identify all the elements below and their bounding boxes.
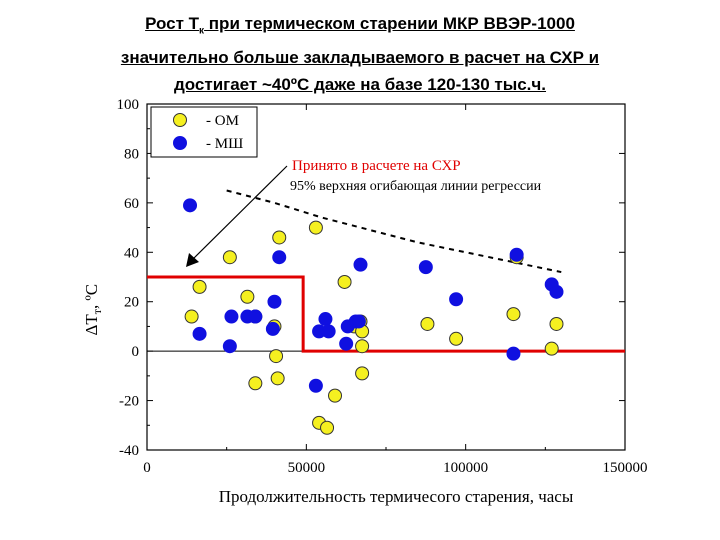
msh-point <box>224 309 239 324</box>
limit-line <box>147 275 625 353</box>
msh-point <box>222 339 237 354</box>
msh-point <box>353 257 368 272</box>
msh-point <box>506 346 521 361</box>
msh-point <box>509 247 524 262</box>
title-line-1-prefix: Рост Т <box>145 14 200 33</box>
y-tick-label: 80 <box>124 146 139 162</box>
y-axis-title-main: ΔT <box>82 314 101 336</box>
msh-point <box>549 284 564 299</box>
x-axis-title: Продолжительность термичесого старения, … <box>219 487 574 506</box>
om-point <box>192 279 207 294</box>
om-point <box>272 230 287 245</box>
title-line-1-suffix: при термическом старении МКР ВВЭР-1000 <box>204 14 575 33</box>
y-tick-label: 60 <box>124 196 139 212</box>
title-line-1-subscript: к <box>199 25 205 37</box>
x-tick-label: 150000 <box>603 460 648 476</box>
chart-plot-group: -40 -20 0 20 40 60 80 100 0 50000 100000 150000 Прод… <box>82 97 648 506</box>
om-point <box>270 371 285 386</box>
legend-msh-marker <box>173 136 187 150</box>
om-point <box>355 339 370 354</box>
y-tick-label: 0 <box>132 344 140 360</box>
legend-om-marker <box>173 113 187 127</box>
legend-box <box>150 106 258 158</box>
annotation-arrow-shaft <box>191 165 288 261</box>
title-line-3: достигает ~40ºС даже на базе 120-130 тыс… <box>173 75 547 95</box>
title-line-2: значительно больше закладываемого в расч… <box>120 48 600 68</box>
y-axis-title-unit: , ºC <box>82 284 101 309</box>
om-point <box>506 307 521 322</box>
msh-point <box>418 260 433 275</box>
om-point <box>240 289 255 304</box>
msh-point <box>183 198 198 213</box>
msh-point <box>267 294 282 309</box>
om-point <box>248 376 263 391</box>
msh-point <box>318 312 333 327</box>
om-point <box>222 250 237 265</box>
om-point <box>420 316 435 331</box>
om-point <box>320 420 335 435</box>
om-point <box>355 366 370 381</box>
msh-point <box>351 314 366 329</box>
om-point <box>328 388 343 403</box>
y-tick-label: 40 <box>124 245 139 261</box>
title-line-1: Рост Тк при термическом старении МКР ВВЭ… <box>60 10 660 44</box>
msh-point <box>265 321 280 336</box>
annotation-arrow-head <box>186 253 199 267</box>
annotation-envelope: 95% верхняя огибающая линии регрессии <box>290 179 542 194</box>
envelope-line <box>226 189 562 274</box>
annotation-limit: Принято в расчете на СХР <box>292 158 461 174</box>
om-point <box>269 349 284 364</box>
x-tick-label: 0 <box>143 460 151 476</box>
legend-msh-label: - МШ <box>206 136 243 152</box>
om-point <box>449 331 464 346</box>
om-point <box>549 316 564 331</box>
y-tick-label: -20 <box>119 394 139 410</box>
msh-point <box>272 250 287 265</box>
om-point <box>308 220 323 235</box>
slide-title: Рост Тк при термическом старении МКР ВВЭ… <box>60 10 660 98</box>
x-tick-label: 100000 <box>443 460 488 476</box>
y-tick-label: -40 <box>119 443 139 459</box>
msh-point <box>308 378 323 393</box>
msh-point <box>321 324 336 339</box>
om-point <box>184 309 199 324</box>
legend-om-label: - ОМ <box>206 113 239 129</box>
msh-point <box>339 336 354 351</box>
y-tick-label: 20 <box>124 295 139 311</box>
msh-point <box>248 309 263 324</box>
y-tick-label: 100 <box>117 97 140 113</box>
om-point <box>337 274 352 289</box>
x-tick-label: 50000 <box>288 460 326 476</box>
msh-point <box>192 326 207 341</box>
y-axis-title-sub: т <box>90 308 104 314</box>
om-point <box>544 341 559 356</box>
y-axis-title: ΔTт, ºC <box>82 284 104 336</box>
msh-point <box>449 292 464 307</box>
